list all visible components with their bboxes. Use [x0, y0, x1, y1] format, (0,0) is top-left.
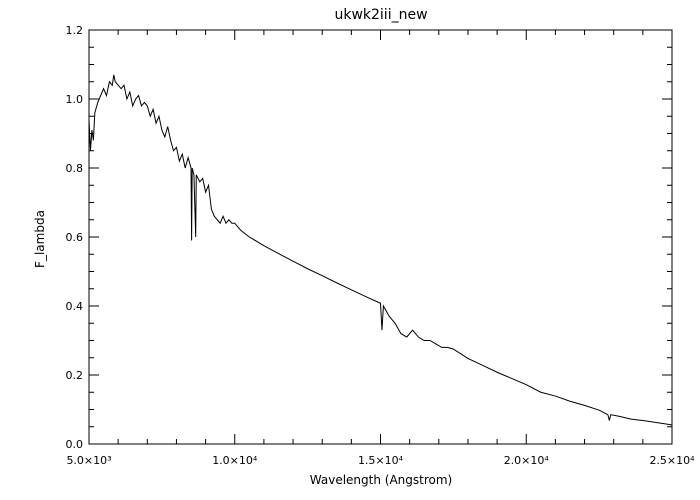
y-tick-label: 0.2	[66, 369, 84, 382]
x-axis-ticks: 5.0×10³ 1.0×10⁴ 1.5×10⁴ 2.0×10⁴ 2.5×10⁴	[66, 30, 695, 467]
y-tick-label: 0.0	[66, 438, 84, 451]
chart-title: ukwk2iii_new	[334, 7, 427, 23]
x-tick-label: 1.5×10⁴	[358, 454, 404, 467]
x-axis-label: Wavelength (Angstrom)	[310, 473, 452, 487]
spectrum-line	[88, 74, 673, 426]
x-tick-label: 2.0×10⁴	[504, 454, 550, 467]
y-axis-label: F_lambda	[33, 210, 47, 268]
y-tick-label: 1.0	[66, 93, 84, 106]
x-tick-label: 1.0×10⁴	[212, 454, 258, 467]
plot-frame	[88, 29, 673, 445]
y-tick-label: 0.6	[66, 231, 84, 244]
y-tick-label: 0.4	[66, 300, 84, 313]
y-tick-label: 1.2	[66, 24, 84, 37]
x-tick-label: 5.0×10³	[66, 454, 111, 467]
y-axis-ticks: 0.0 0.2 0.4 0.6 0.8 1.0 1.2	[66, 24, 672, 451]
series-layer	[88, 74, 673, 426]
y-tick-label: 0.8	[66, 162, 84, 175]
x-tick-label: 2.5×10⁴	[649, 454, 695, 467]
